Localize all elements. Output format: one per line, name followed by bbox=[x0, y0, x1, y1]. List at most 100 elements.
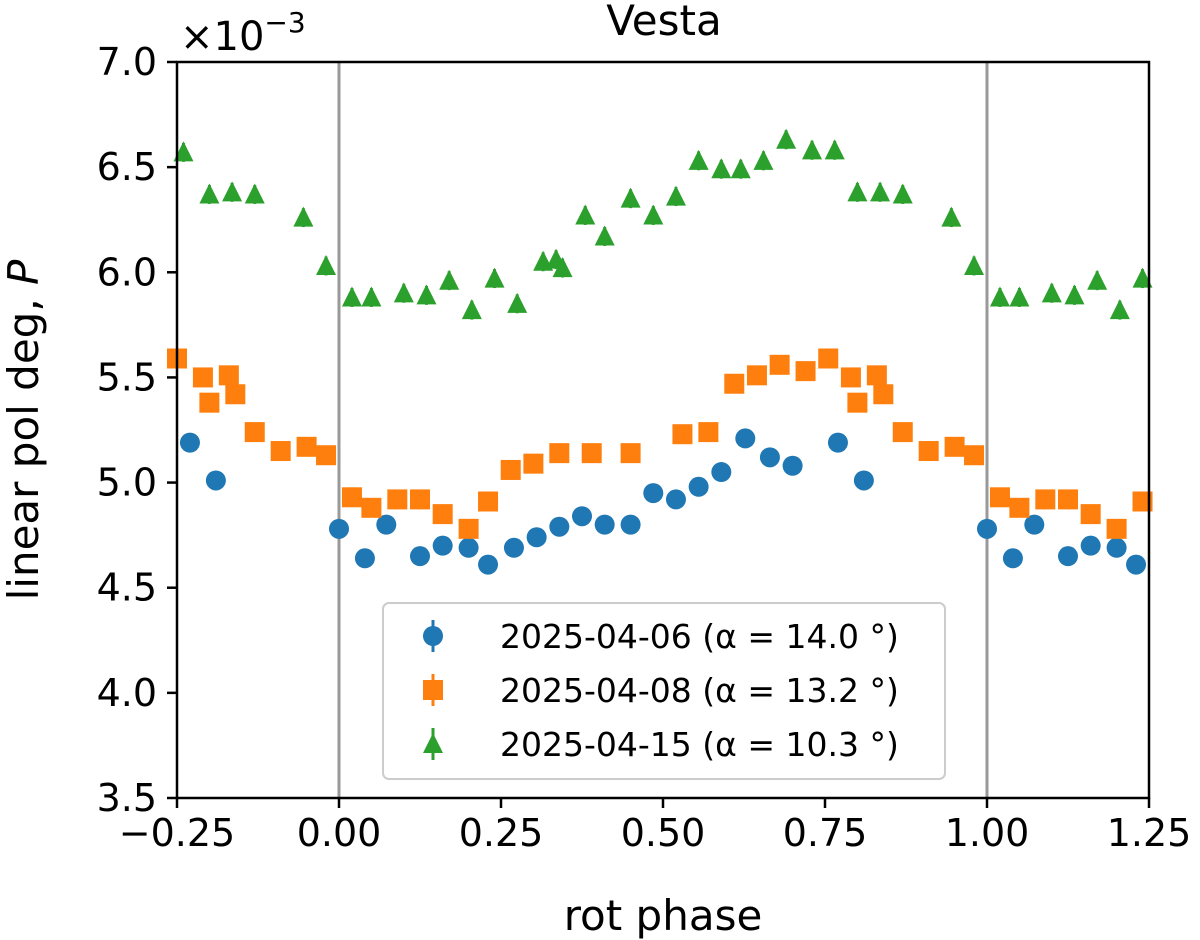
point-s3-0 bbox=[173, 141, 194, 162]
y-axis-label-symbol: P bbox=[0, 259, 48, 285]
legend-entry-1: 2025-04-06 (α = 14.0 °) bbox=[423, 617, 899, 656]
point-s1-26 bbox=[1024, 514, 1045, 535]
point-s2-36 bbox=[989, 487, 1010, 508]
point-s2-35 bbox=[964, 445, 985, 466]
point-s1-4 bbox=[376, 514, 397, 535]
y-tick-label-6: 6.5 bbox=[97, 145, 157, 189]
point-s1-6 bbox=[432, 535, 453, 556]
y-tick-label-5: 6.0 bbox=[97, 250, 157, 294]
point-s2-1 bbox=[192, 367, 213, 388]
chart-title: Vesta bbox=[606, 0, 721, 45]
x-axis-label: rot phase bbox=[564, 891, 763, 940]
point-s2-7 bbox=[296, 436, 317, 457]
point-s3-26 bbox=[776, 128, 797, 149]
point-s1-25 bbox=[1002, 548, 1023, 569]
vertical-reference-lines bbox=[337, 62, 989, 798]
point-s3-19 bbox=[620, 187, 641, 208]
point-s2-38 bbox=[1035, 489, 1056, 510]
point-s1-1 bbox=[205, 470, 226, 491]
point-s3-16 bbox=[552, 257, 573, 278]
point-s3-6 bbox=[341, 286, 362, 307]
point-s3-39 bbox=[1109, 299, 1130, 320]
x-axis-ticks: −0.25 0.00 0.25 0.50 0.75 1.00 1.25 bbox=[119, 798, 1192, 855]
point-s3-17 bbox=[575, 204, 596, 225]
legend-entry-3: 2025-04-15 (α = 10.3 °) bbox=[423, 725, 899, 764]
point-s2-21 bbox=[672, 424, 693, 445]
legend-marker-1 bbox=[423, 626, 443, 646]
point-s3-1 bbox=[199, 183, 220, 204]
legend-box bbox=[382, 602, 946, 780]
point-s3-35 bbox=[1009, 286, 1030, 307]
point-s3-40 bbox=[1132, 267, 1153, 288]
point-s3-7 bbox=[361, 286, 382, 307]
y-axis-multiplier: ×10−3 bbox=[180, 6, 306, 60]
point-s2-29 bbox=[847, 392, 868, 413]
point-s3-3 bbox=[244, 183, 265, 204]
y-tick-label-0: 3.5 bbox=[97, 776, 157, 820]
legend-date-1: 2025-04-06 bbox=[500, 617, 692, 656]
point-s2-6 bbox=[270, 441, 291, 462]
y-tick-label-2: 4.5 bbox=[97, 566, 157, 610]
point-s3-38 bbox=[1087, 269, 1108, 290]
point-s1-16 bbox=[665, 489, 686, 510]
point-s3-10 bbox=[439, 269, 460, 290]
point-s1-12 bbox=[572, 506, 592, 527]
point-s1-24 bbox=[977, 518, 997, 539]
point-s1-18 bbox=[711, 462, 732, 483]
point-s2-42 bbox=[1132, 491, 1153, 512]
legend-entry-2: 2025-04-08 (α = 13.2 °) bbox=[423, 671, 899, 710]
point-s3-30 bbox=[870, 181, 891, 202]
point-s1-10 bbox=[526, 527, 547, 548]
legend-marker-3 bbox=[423, 733, 443, 753]
point-s3-25 bbox=[753, 149, 774, 170]
point-s1-14 bbox=[620, 514, 641, 535]
point-s2-2 bbox=[199, 392, 220, 413]
point-s3-36 bbox=[1041, 282, 1062, 303]
point-s2-16 bbox=[500, 459, 521, 480]
point-s2-33 bbox=[918, 441, 939, 462]
y-multiplier-exponent: −3 bbox=[264, 6, 305, 39]
legend-date-3: 2025-04-15 bbox=[500, 725, 692, 764]
y-axis-ticks: 3.5 4.0 4.5 5.0 5.5 6.0 6.5 7.0 bbox=[97, 40, 177, 820]
point-s2-8 bbox=[316, 445, 337, 466]
point-s3-5 bbox=[316, 254, 337, 275]
series-3 bbox=[173, 128, 1153, 320]
point-s2-32 bbox=[892, 422, 913, 443]
x-tick-label-6: 1.25 bbox=[1107, 811, 1192, 855]
x-tick-label-4: 0.75 bbox=[783, 811, 868, 855]
point-s2-40 bbox=[1080, 504, 1101, 525]
point-s3-8 bbox=[393, 282, 414, 303]
y-axis-label-text: linear pol deg, bbox=[0, 285, 48, 600]
y-tick-label-1: 4.0 bbox=[97, 671, 157, 715]
point-s3-29 bbox=[847, 181, 868, 202]
point-s2-18 bbox=[549, 443, 570, 464]
point-s2-4 bbox=[225, 384, 246, 405]
x-tick-label-5: 1.00 bbox=[945, 811, 1030, 855]
point-s3-9 bbox=[416, 284, 437, 305]
point-s2-34 bbox=[944, 436, 965, 457]
point-s2-19 bbox=[581, 443, 602, 464]
point-s1-3 bbox=[354, 548, 375, 569]
point-s2-13 bbox=[432, 504, 453, 525]
point-s2-37 bbox=[1009, 497, 1030, 518]
point-s1-5 bbox=[410, 546, 430, 567]
point-s2-31 bbox=[873, 384, 894, 405]
point-s1-28 bbox=[1080, 535, 1101, 556]
point-s2-30 bbox=[866, 365, 887, 386]
point-s1-21 bbox=[782, 455, 803, 476]
legend-date-2: 2025-04-08 bbox=[500, 671, 692, 710]
point-s2-11 bbox=[387, 489, 408, 510]
point-s1-9 bbox=[503, 537, 524, 558]
point-s1-19 bbox=[735, 428, 756, 449]
point-s2-28 bbox=[840, 367, 861, 388]
point-s1-29 bbox=[1106, 537, 1127, 558]
point-s2-22 bbox=[698, 422, 719, 443]
point-s1-8 bbox=[478, 554, 499, 575]
point-s2-24 bbox=[746, 365, 767, 386]
point-s1-0 bbox=[179, 432, 200, 453]
point-s3-28 bbox=[824, 139, 845, 160]
y-tick-label-7: 7.0 bbox=[97, 40, 157, 84]
point-s2-27 bbox=[818, 348, 839, 369]
point-s2-41 bbox=[1106, 518, 1127, 539]
